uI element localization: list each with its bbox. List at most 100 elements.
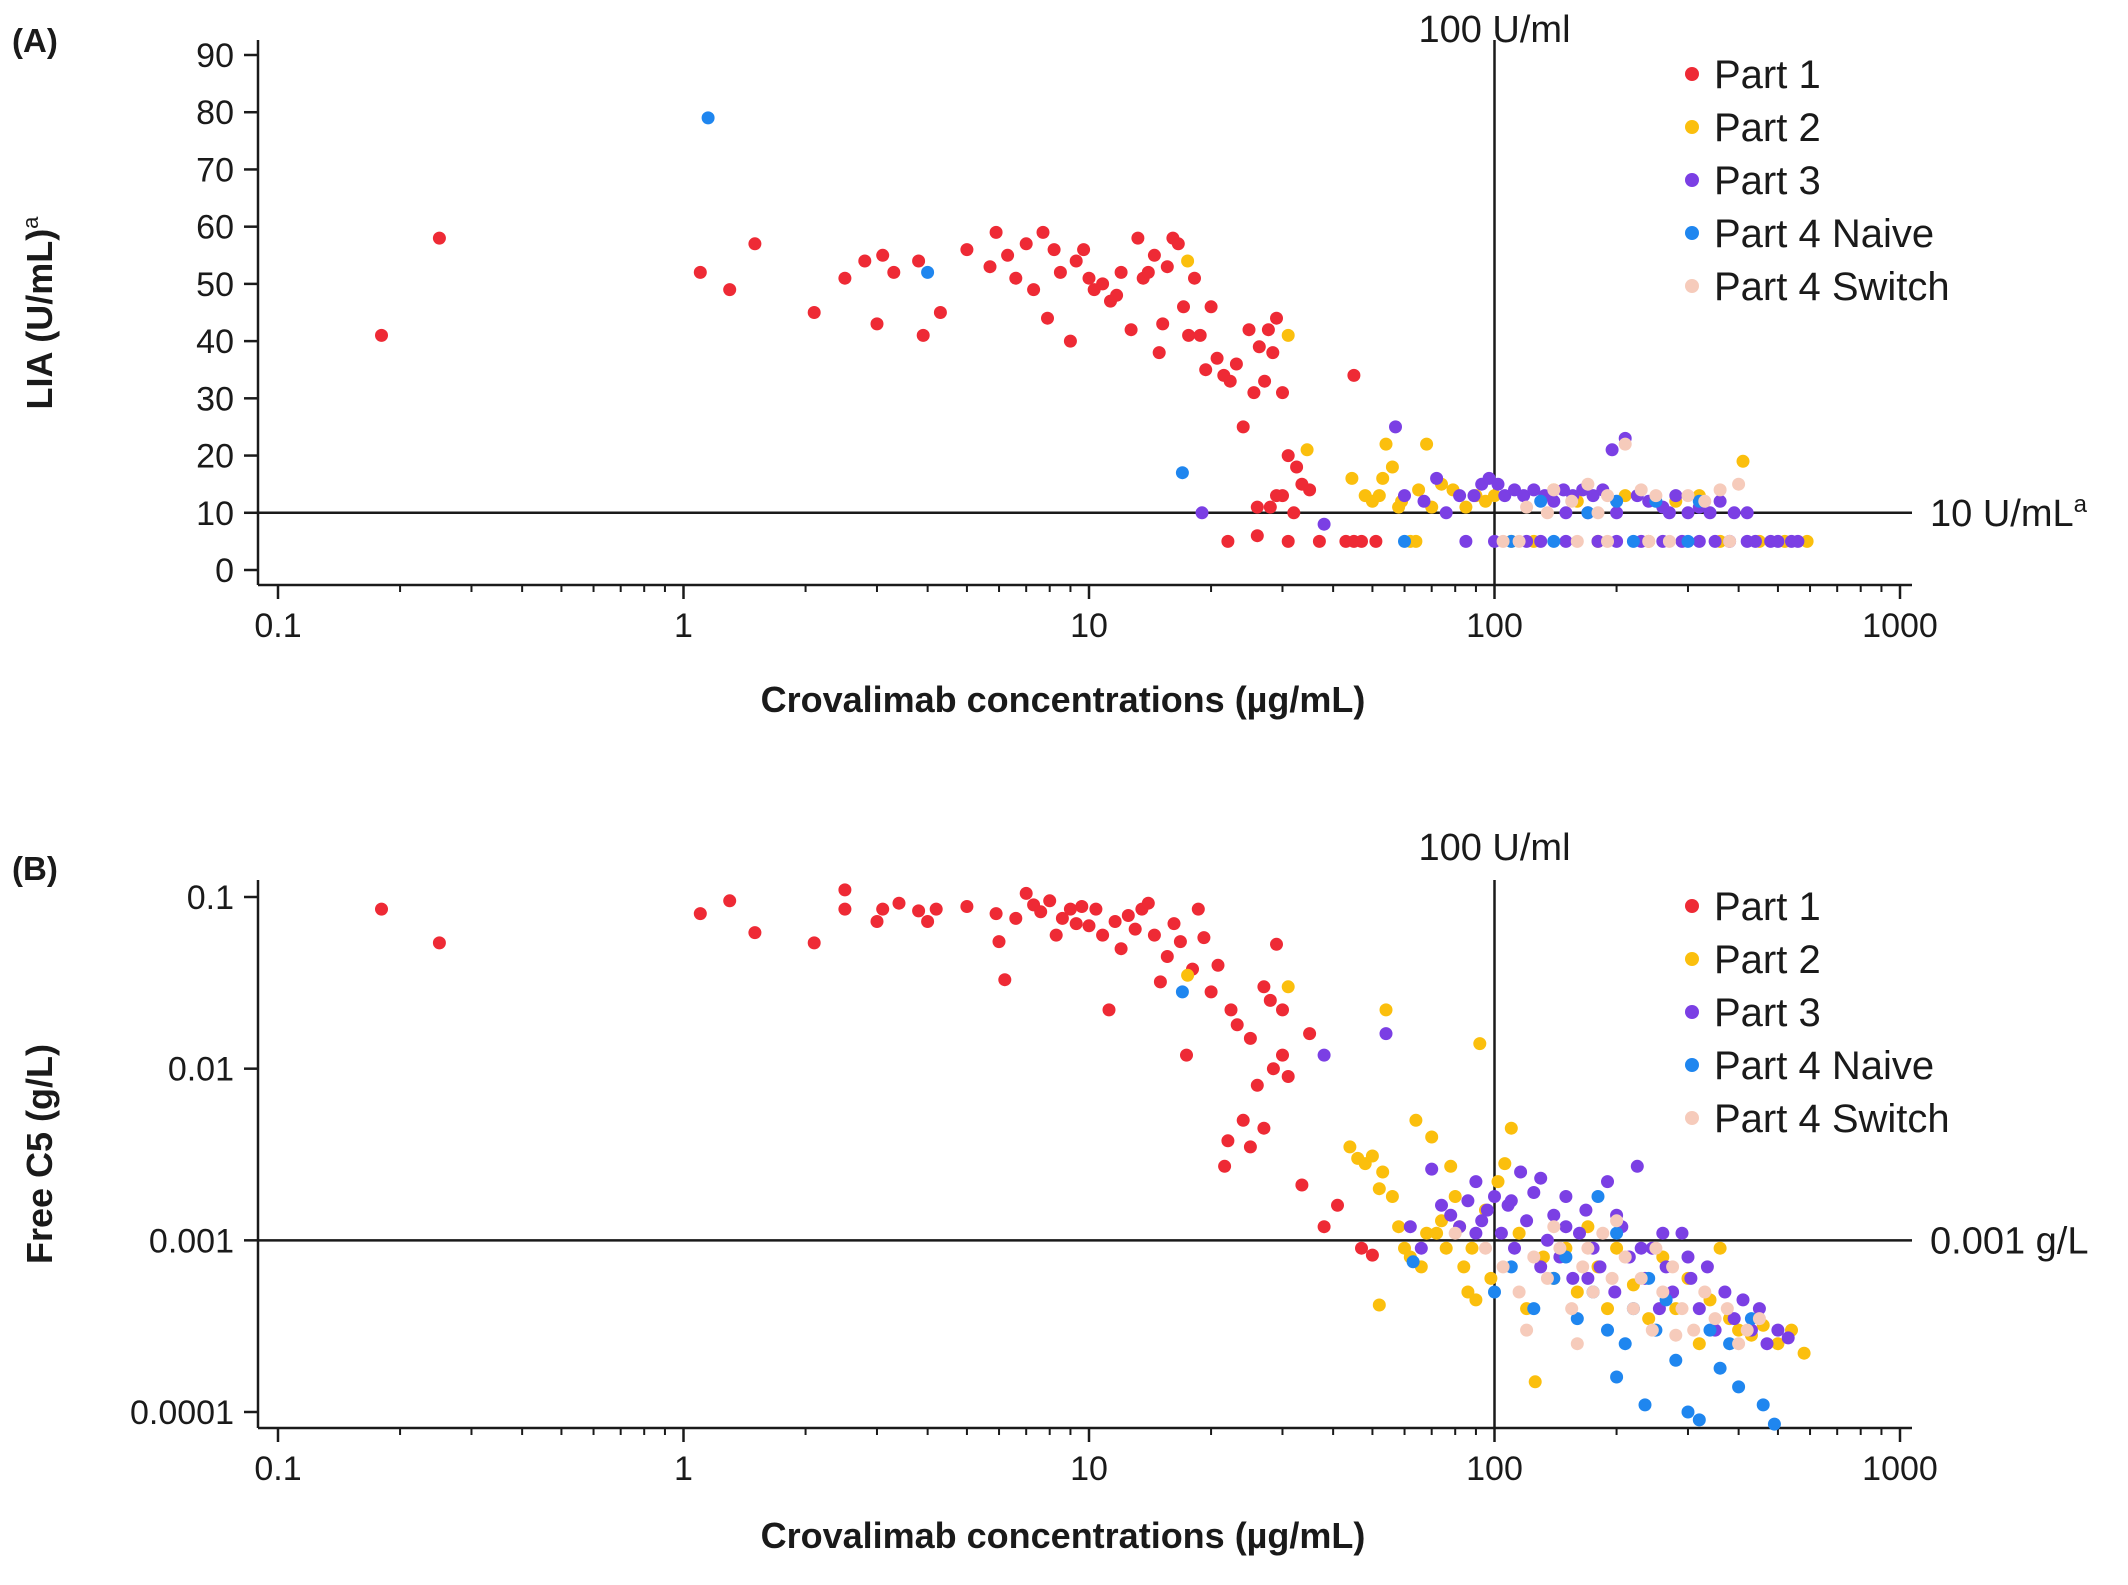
data-point [1547,483,1561,497]
data-point [1559,506,1573,520]
data-point [1276,1048,1289,1062]
data-point [1444,1208,1458,1222]
data-point [1512,1226,1526,1240]
data-point [1243,1031,1257,1045]
data-point [1250,500,1264,514]
data-point [892,896,906,910]
legend-marker [1685,1111,1699,1125]
data-point [1491,477,1505,491]
legend-label: Part 3 [1714,159,1821,203]
data-point [1287,506,1301,520]
data-point [1420,437,1434,451]
data-point [1141,265,1155,279]
data-point [1634,483,1648,497]
x-tick-label: 0.1 [254,607,301,645]
y-axis-title: LIA (U/mL)a [18,216,60,410]
data-point [1553,1241,1567,1255]
vline-label: 100 U/ml [1418,9,1570,51]
data-point [1723,534,1737,548]
data-point [916,328,930,342]
data-point [1281,980,1295,994]
data-point [1453,489,1467,503]
data-point [1581,506,1595,520]
data-point [1601,489,1614,503]
data-point [1069,254,1083,268]
data-point [1720,1302,1734,1316]
data-point [1520,1214,1534,1228]
data-point [1736,454,1750,468]
data-point [1141,896,1155,910]
data-point [1740,1323,1754,1337]
data-point [989,907,1003,921]
data-point [1459,500,1473,514]
data-point [723,894,737,908]
data-point [1420,1226,1434,1240]
data-point [1559,1220,1573,1234]
data-point [1047,243,1061,257]
data-point [1547,494,1561,508]
data-point [1540,506,1554,520]
data-point [1036,225,1050,239]
data-point [1430,1226,1444,1240]
data-point [1223,374,1237,388]
data-point [1211,958,1225,972]
data-point [1372,489,1386,503]
data-point [1250,1078,1264,1092]
data-point [1649,489,1663,503]
series-part-1 [375,883,1379,1262]
data-point [1591,506,1605,520]
data-point [1565,494,1579,508]
data-point [1236,420,1250,434]
data-point [1425,1162,1439,1176]
x-tick-label: 1 [674,1450,693,1488]
data-point [1527,1250,1541,1264]
legend: Part 1 Part 2 Part 3 Part 4 Naive Part 4 Swi… [1685,885,1950,1141]
data-point [1559,534,1573,548]
x-axis-title: Crovalimab concentrations (µg/mL) [761,1515,1366,1556]
data-point [1102,1003,1116,1017]
data-point [1247,386,1261,400]
data-point [1681,506,1695,520]
data-point [1534,534,1548,548]
legend-marker [1685,952,1699,966]
legend-label: Part 2 [1714,938,1821,982]
data-point [960,243,974,257]
data-point [1662,534,1676,548]
data-point [1713,483,1727,497]
data-point [1586,1285,1600,1299]
data-point [1417,494,1431,508]
data-point [1634,1241,1648,1255]
data-point [1365,1149,1379,1163]
y-tick-label: 90 [196,37,234,75]
data-point [1703,1323,1717,1337]
data-point [838,271,852,285]
y-tick-label: 0.01 [168,1051,234,1089]
data-point [1355,1241,1368,1255]
data-point [1800,534,1814,548]
data-point [1160,260,1174,274]
legend-label: Part 3 [1714,991,1821,1035]
data-point [1210,351,1224,365]
data-point [1230,1018,1244,1032]
data-point [1732,1380,1746,1394]
data-point [432,231,446,245]
data-point [1626,1302,1640,1316]
data-point [1385,460,1399,474]
data-point [1218,1159,1232,1173]
data-point [693,907,707,921]
data-point [1448,1226,1462,1240]
data-point [1009,271,1023,285]
data-point [1043,894,1057,908]
data-point [1488,1190,1501,1203]
data-point [1504,1194,1518,1208]
data-point [1566,1271,1580,1285]
data-point [1675,1302,1689,1316]
data-point [1681,1405,1695,1419]
panel-label: (B) [12,850,58,887]
y-tick-label: 10 [196,495,234,533]
data-point [1520,1323,1534,1337]
data-point [1082,271,1096,285]
data-point [1365,1248,1379,1262]
data-point [1147,248,1161,262]
data-point [1376,471,1390,485]
